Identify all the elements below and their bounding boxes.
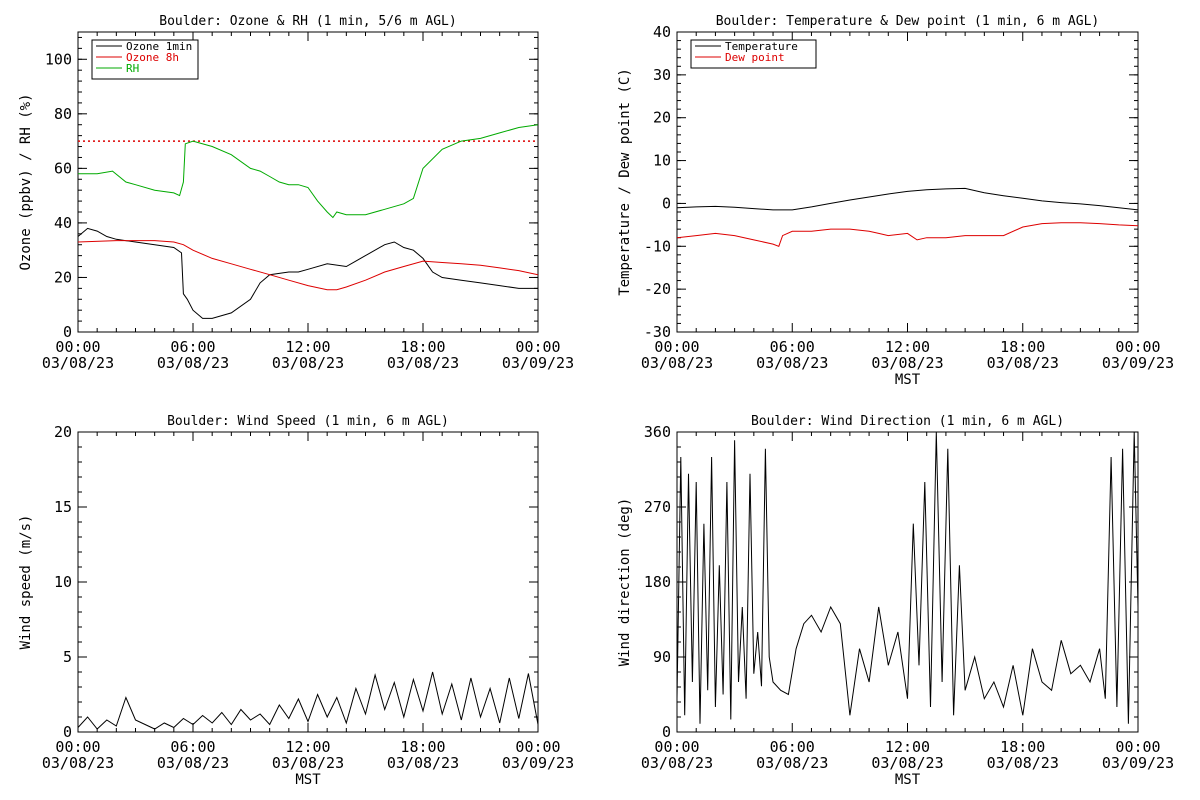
- x-tick-time-label: 12:00: [885, 338, 930, 356]
- y-tick-label: 10: [653, 152, 671, 170]
- x-tick-date-label: 03/08/23: [756, 354, 828, 372]
- x-tick-time-label: 18:00: [1000, 738, 1045, 756]
- x-tick-date-label: 03/08/23: [42, 754, 114, 772]
- y-tick-label: 20: [653, 109, 671, 127]
- legend-box: [690, 39, 817, 69]
- y-tick-label: 180: [644, 573, 671, 591]
- x-axis-label: MST: [895, 372, 921, 388]
- x-tick-time-label: 18:00: [400, 338, 445, 356]
- legend-label: Dew point: [725, 51, 785, 64]
- y-tick-label: 20: [54, 423, 72, 441]
- x-tick-date-label: 03/08/23: [157, 754, 229, 772]
- ozone-rh-panel: Boulder: Ozone & RH (1 min, 5/6 m AGL) 0 2…: [18, 14, 574, 372]
- series-line-data: [677, 432, 1138, 724]
- x-tick-date-label: 03/08/23: [871, 354, 943, 372]
- y-tick-label: 0: [63, 323, 72, 341]
- y-tick-label: 30: [653, 66, 671, 84]
- x-tick-time-label: 00:00: [1115, 338, 1160, 356]
- y-tick-label: 20: [54, 268, 72, 286]
- x-tick-date-label: 03/08/23: [987, 354, 1059, 372]
- y-tick-label: 60: [54, 159, 72, 177]
- legend-label: RH: [126, 62, 139, 75]
- y-tick-label: 10: [54, 573, 72, 591]
- x-tick-date-label: 03/09/23: [1102, 754, 1174, 772]
- y-tick-label: 0: [662, 194, 671, 212]
- x-tick-time-label: 06:00: [770, 738, 815, 756]
- x-tick-time-label: 00:00: [515, 338, 560, 356]
- series-line-ozone-1min: [78, 227, 538, 319]
- wind-direction-panel: Boulder: Wind Direction (1 min, 6 m AGL)…: [617, 414, 1174, 788]
- x-tick-time-label: 00:00: [55, 338, 100, 356]
- x-tick-date-label: 03/09/23: [502, 754, 574, 772]
- x-tick-date-label: 03/08/23: [272, 754, 344, 772]
- y-tick-label: 360: [644, 423, 671, 441]
- y-axis-label: Ozone (ppbv) / RH (%): [18, 93, 34, 270]
- series-line-ozone-8h: [78, 240, 538, 291]
- y-tick-label: 100: [45, 50, 72, 68]
- y-tick-label: -20: [644, 280, 671, 298]
- y-axis-label: Temperature / Dew point (C): [617, 68, 633, 296]
- chart-title: Boulder: Ozone & RH (1 min, 5/6 m AGL): [159, 14, 456, 29]
- x-tick-time-label: 00:00: [1115, 738, 1160, 756]
- x-tick-date-label: 03/08/23: [387, 754, 459, 772]
- chart-title: Boulder: Wind Speed (1 min, 6 m AGL): [167, 414, 449, 429]
- legend-label: Ozone 8h: [126, 51, 179, 64]
- x-tick-date-label: 03/08/23: [756, 754, 828, 772]
- x-tick-time-label: 18:00: [400, 738, 445, 756]
- plot-frame: [676, 31, 1139, 333]
- x-tick-time-label: 12:00: [885, 738, 930, 756]
- y-tick-label: 40: [653, 23, 671, 41]
- temperature-dewpoint-panel: Boulder: Temperature & Dew point (1 min,…: [617, 14, 1174, 388]
- x-tick-time-label: 06:00: [170, 738, 215, 756]
- y-tick-label: 80: [54, 105, 72, 123]
- x-tick-time-label: 12:00: [285, 338, 330, 356]
- y-tick-label: 0: [662, 723, 671, 741]
- series-line-rh: [78, 124, 538, 219]
- x-tick-time-label: 00:00: [654, 738, 699, 756]
- x-tick-time-label: 12:00: [285, 738, 330, 756]
- x-axis-label: MST: [895, 772, 921, 788]
- y-tick-label: 15: [54, 498, 72, 516]
- y-tick-label: 40: [54, 214, 72, 232]
- x-tick-date-label: 03/08/23: [641, 754, 713, 772]
- y-tick-label: -30: [644, 323, 671, 341]
- x-tick-time-label: 06:00: [770, 338, 815, 356]
- y-tick-label: 90: [653, 648, 671, 666]
- x-tick-date-label: 03/08/23: [387, 354, 459, 372]
- y-tick-label: 270: [644, 498, 671, 516]
- x-tick-date-label: 03/08/23: [987, 754, 1059, 772]
- chart-title: Boulder: Wind Direction (1 min, 6 m AGL): [751, 414, 1064, 429]
- x-tick-time-label: 06:00: [170, 338, 215, 356]
- x-tick-date-label: 03/09/23: [1102, 354, 1174, 372]
- x-tick-date-label: 03/08/23: [157, 354, 229, 372]
- series-line-temperature: [677, 187, 1138, 211]
- x-tick-date-label: 03/08/23: [871, 754, 943, 772]
- legend-label: Ozone 1min: [126, 40, 192, 53]
- y-tick-label: 0: [63, 723, 72, 741]
- series-line-dew-point: [677, 222, 1138, 247]
- legend-label: Temperature: [725, 40, 798, 53]
- y-axis-label: Wind speed (m/s): [18, 515, 34, 650]
- x-tick-time-label: 00:00: [654, 338, 699, 356]
- series-line-data: [78, 671, 538, 730]
- x-tick-time-label: 00:00: [515, 738, 560, 756]
- x-tick-date-label: 03/08/23: [641, 354, 713, 372]
- x-tick-time-label: 00:00: [55, 738, 100, 756]
- chart-title: Boulder: Temperature & Dew point (1 min,…: [716, 14, 1100, 29]
- x-tick-date-label: 03/08/23: [272, 354, 344, 372]
- y-tick-label: 5: [63, 648, 72, 666]
- x-axis-label: MST: [295, 772, 321, 788]
- x-tick-date-label: 03/08/23: [42, 354, 114, 372]
- wind-speed-panel: Boulder: Wind Speed (1 min, 6 m AGL) 0 5 10…: [18, 414, 574, 788]
- x-tick-date-label: 03/09/23: [502, 354, 574, 372]
- y-axis-label: Wind direction (deg): [617, 498, 633, 667]
- x-tick-time-label: 18:00: [1000, 338, 1045, 356]
- y-tick-label: -10: [644, 237, 671, 255]
